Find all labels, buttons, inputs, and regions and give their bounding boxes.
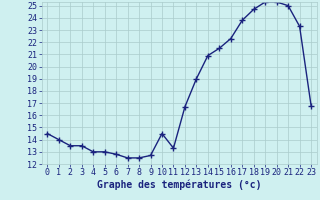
X-axis label: Graphe des températures (°c): Graphe des températures (°c) [97, 180, 261, 190]
